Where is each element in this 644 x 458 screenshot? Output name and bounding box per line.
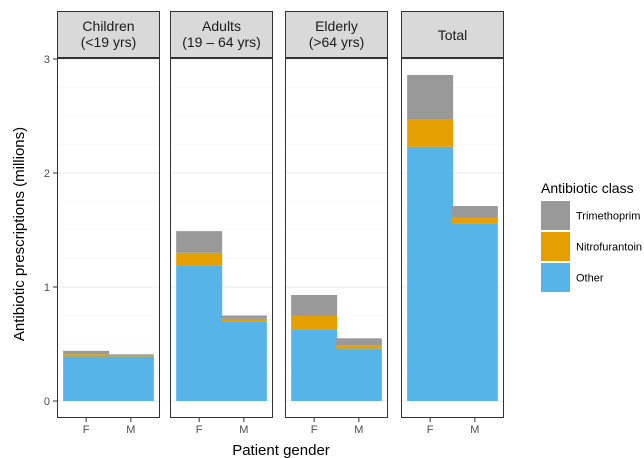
panel-border — [57, 58, 160, 418]
bar-segment-other — [407, 146, 454, 401]
legend: Antibiotic class Trimethoprim Nitrofurant… — [541, 180, 642, 292]
x-tick-label: M — [126, 424, 135, 436]
x-tick-label: M — [470, 424, 479, 436]
bar-segment-other — [107, 356, 154, 401]
legend-label: Nitrofurantoin — [576, 242, 642, 254]
y-tick-label: 1 — [44, 282, 50, 294]
y-axis-title: Antibiotic prescriptions (millions) — [11, 127, 28, 341]
facet-panel: Elderly(>64 yrs) F M — [285, 11, 388, 436]
x-tick-label: M — [354, 424, 363, 436]
facet-panel: Adults(19 – 64 yrs) F M — [170, 11, 273, 436]
facet-strip — [170, 11, 273, 58]
y-tick-label: 0 — [44, 396, 50, 408]
bar-segment-nitrofurantoin — [291, 315, 338, 330]
bar-segment-other — [291, 329, 338, 401]
bar-segment-trimethoprim — [63, 350, 110, 355]
bar-segment-other — [63, 356, 110, 401]
bar-segment-nitrofurantoin — [176, 252, 223, 266]
bar-segment-trimethoprim — [220, 315, 267, 319]
bar-segment-trimethoprim — [407, 74, 454, 120]
bar-segment-nitrofurantoin — [220, 318, 267, 322]
bar-segment-other — [451, 223, 498, 401]
facet-title: Elderly — [315, 18, 358, 34]
y-tick-label: 3 — [44, 54, 50, 66]
facet-strip — [401, 11, 504, 58]
panel-border — [401, 58, 504, 418]
y-tick-label: 2 — [44, 168, 50, 180]
facet-strip — [57, 11, 160, 58]
legend-key-trimethoprim — [541, 201, 570, 230]
bar-segment-trimethoprim — [291, 294, 338, 316]
bar-segment-nitrofurantoin — [63, 354, 110, 357]
x-tick-label: F — [427, 424, 434, 436]
x-tick-label: F — [311, 424, 318, 436]
facet-title: Total — [438, 27, 468, 43]
legend-key-nitrofurantoin — [541, 232, 570, 261]
facet-title: (19 – 64 yrs) — [182, 34, 261, 50]
bar-segment-nitrofurantoin — [451, 217, 498, 224]
x-tick-label: F — [196, 424, 203, 436]
facet-panel: Total F M — [401, 11, 504, 436]
bar-segment-trimethoprim — [107, 354, 154, 356]
facet-title: Children — [82, 18, 134, 34]
x-tick-label: M — [239, 424, 248, 436]
facet-title: (>64 yrs) — [309, 34, 365, 50]
legend-label: Other — [576, 273, 604, 285]
panel-border — [285, 58, 388, 418]
panel-border — [170, 58, 273, 418]
legend-key-other — [541, 263, 570, 292]
legend-label: Trimethoprim — [576, 211, 640, 223]
facet-panel: Children(<19 yrs) F M — [57, 11, 160, 436]
bar-segment-trimethoprim — [176, 231, 223, 253]
x-tick-label: F — [83, 424, 90, 436]
bar-segment-other — [176, 265, 223, 401]
bar-segment-trimethoprim — [451, 206, 498, 218]
legend-title: Antibiotic class — [541, 180, 634, 196]
x-axis-title: Patient gender — [232, 442, 330, 458]
bar-segment-trimethoprim — [335, 338, 382, 346]
bar-segment-nitrofurantoin — [407, 119, 454, 147]
bar-segment-nitrofurantoin — [335, 345, 382, 349]
bar-segment-other — [220, 321, 267, 401]
y-axis: 0 1 2 3 — [44, 54, 57, 408]
bar-segment-nitrofurantoin — [107, 355, 154, 357]
facet-strip — [285, 11, 388, 58]
bar-segment-other — [335, 348, 382, 401]
facet-title: Adults — [202, 18, 241, 34]
facet-title: (<19 yrs) — [81, 34, 137, 50]
